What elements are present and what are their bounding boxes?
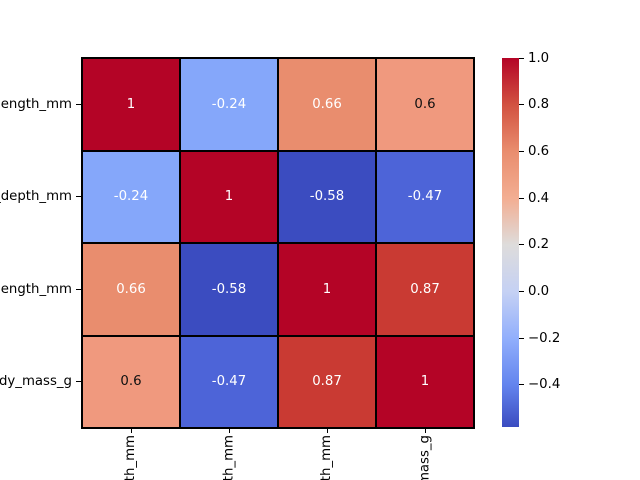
heatmap-grid: 1 -0.24 0.66 0.6 -0.24 1 -0.58 -0.47 0.66 -0.58 1 0… — [81, 57, 475, 429]
colorbar-tick-mark — [519, 337, 524, 339]
cell-value: 0.6 — [120, 374, 142, 390]
colorbar-tick-label: −0.2 — [528, 330, 561, 346]
cell-value: 1 — [420, 374, 430, 390]
cell-value: 1 — [322, 281, 332, 297]
heatmap-cell: 0.66 — [279, 59, 375, 150]
colorbar-tick-mark — [519, 291, 524, 293]
colorbar-tick-label: −0.4 — [528, 377, 561, 393]
x-tick-mark — [130, 429, 132, 433]
y-tick-label: flipper_length_mm — [0, 281, 72, 297]
heatmap-cell: -0.58 — [279, 151, 375, 242]
cell-value: -0.58 — [211, 281, 247, 297]
heatmap-cell: -0.47 — [181, 336, 277, 427]
heatmap-cell: 0.66 — [83, 244, 179, 335]
colorbar-tick-mark — [519, 197, 524, 199]
colorbar-tick-label: 1.0 — [528, 50, 550, 66]
heatmap-cell: 1 — [279, 244, 375, 335]
heatmap-cell: -0.58 — [181, 244, 277, 335]
colorbar-tick-mark — [519, 104, 524, 106]
colorbar-tick-label: 0.4 — [528, 190, 550, 206]
colorbar-tick-mark — [519, 384, 524, 386]
x-tick-mark — [228, 429, 230, 433]
x-tick-label: bill_length_mm — [124, 435, 139, 480]
x-tick-mark — [326, 429, 328, 433]
y-tick-mark — [76, 103, 81, 105]
cell-value: 1 — [126, 96, 136, 112]
x-tick-mark — [424, 429, 426, 433]
colorbar-tick-label: 0.0 — [528, 284, 550, 300]
colorbar-gradient — [502, 58, 519, 427]
heatmap-cell: 0.6 — [83, 336, 179, 427]
heatmap-cell: -0.47 — [377, 151, 473, 242]
heatmap-cell: -0.24 — [181, 59, 277, 150]
colorbar-tick-label: 0.8 — [528, 97, 550, 113]
heatmap-cell: 1 — [181, 151, 277, 242]
heatmap-cell: 1 — [377, 336, 473, 427]
colorbar-tick-label: 0.6 — [528, 143, 550, 159]
y-tick-mark — [76, 196, 81, 198]
colorbar-tick-mark — [519, 150, 524, 152]
colorbar-tick-mark — [519, 244, 524, 246]
cell-value: 0.87 — [312, 374, 342, 390]
heatmap-cell: -0.24 — [83, 151, 179, 242]
y-tick-label: bill_length_mm — [0, 96, 72, 112]
heatmap-cell: 0.87 — [377, 244, 473, 335]
cell-value: -0.47 — [407, 189, 443, 205]
heatmap-cell: 1 — [83, 59, 179, 150]
x-tick-label: bill_depth_mm — [222, 435, 237, 480]
cell-value: -0.47 — [211, 374, 247, 390]
cell-value: -0.24 — [113, 189, 149, 205]
colorbar-tick-mark — [519, 57, 524, 59]
colorbar-tick-label: 0.2 — [528, 237, 550, 253]
x-tick-label: flipper_length_mm — [320, 435, 335, 480]
cell-value: 1 — [224, 189, 234, 205]
y-tick-mark — [76, 381, 81, 383]
y-tick-label: bill_depth_mm — [0, 189, 72, 205]
cell-value: 0.6 — [414, 96, 436, 112]
y-tick-mark — [76, 288, 81, 290]
heatmap-cell: 0.6 — [377, 59, 473, 150]
cell-value: -0.24 — [211, 96, 247, 112]
cell-value: 0.66 — [312, 96, 342, 112]
heatmap-cell: 0.87 — [279, 336, 375, 427]
cell-value: -0.58 — [309, 189, 345, 205]
cell-value: 0.66 — [116, 281, 146, 297]
x-tick-label: body_mass_g — [417, 435, 433, 480]
y-tick-label: body_mass_g — [0, 374, 72, 390]
cell-value: 0.87 — [410, 281, 440, 297]
